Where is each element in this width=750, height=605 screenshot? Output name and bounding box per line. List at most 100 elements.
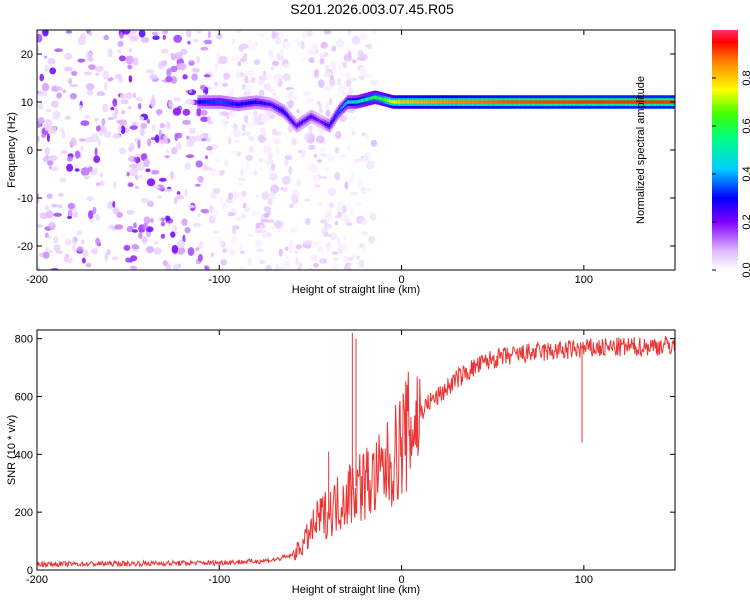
noise-blob <box>175 142 182 150</box>
noise-blob <box>143 158 150 168</box>
ridge-core <box>573 100 576 104</box>
noise-blob <box>297 42 302 47</box>
noise-blob <box>323 86 332 91</box>
noise-blob <box>176 240 185 249</box>
noise-blob <box>159 123 165 129</box>
ridge-core <box>406 100 409 104</box>
ridge-core <box>388 99 391 103</box>
noise-blob <box>53 212 62 217</box>
ridge-core <box>215 100 218 104</box>
ridge-core <box>307 116 310 121</box>
ridge-core <box>502 100 505 104</box>
noise-blob <box>94 65 104 72</box>
ridge-core <box>513 100 516 104</box>
noise-blob <box>210 252 215 258</box>
noise-blob <box>207 30 211 39</box>
noise-blob <box>177 263 182 268</box>
ridge-core <box>479 100 482 104</box>
noise-blob <box>329 75 334 81</box>
ridge-core <box>330 122 333 126</box>
ridge-core <box>637 100 640 104</box>
noise-blob <box>274 220 283 229</box>
noise-blob <box>353 159 359 164</box>
noise-blob <box>126 225 134 233</box>
noise-blob <box>49 67 57 75</box>
noise-blob <box>328 98 333 106</box>
ridge-core <box>460 100 463 104</box>
ridge-core <box>316 117 319 122</box>
noise-blob <box>170 65 178 73</box>
noise-blob <box>317 79 325 89</box>
noise-blob <box>207 115 211 124</box>
noise-blob <box>365 160 375 170</box>
noise-blob <box>331 262 339 270</box>
noise-blob <box>320 146 326 152</box>
ridge-core <box>607 100 609 104</box>
ridge-core <box>332 118 335 122</box>
ridge-core <box>608 100 611 104</box>
noise-blob <box>70 84 79 88</box>
noise-blob <box>112 133 121 139</box>
noise-blob <box>55 250 64 254</box>
ridge-core <box>272 104 275 108</box>
noise-blob <box>358 75 365 81</box>
ridge-core <box>425 100 428 104</box>
noise-blob <box>239 57 247 63</box>
noise-blob <box>50 166 60 172</box>
noise-blob <box>189 127 196 134</box>
ridge-core <box>331 120 334 124</box>
noise-blob <box>236 70 241 77</box>
noise-blob <box>296 109 300 114</box>
noise-blob <box>119 93 127 99</box>
noise-blob <box>318 107 324 114</box>
noise-blob <box>72 243 76 253</box>
ridge-core <box>382 97 385 102</box>
y-tick-label: 20 <box>21 49 33 61</box>
noise-blob <box>368 235 376 244</box>
noise-blob <box>95 72 100 76</box>
ridge-core <box>267 102 270 106</box>
ridge-core <box>476 100 479 104</box>
ridge-core <box>290 118 293 122</box>
ridge-core <box>410 100 413 104</box>
snr-frame <box>36 329 676 571</box>
noise-blob <box>331 64 337 73</box>
ridge-core <box>493 100 496 104</box>
ridge-core <box>638 100 641 104</box>
noise-blob <box>54 48 63 52</box>
noise-blob <box>192 67 200 73</box>
ridge-core <box>655 100 658 104</box>
ridge-core <box>303 119 306 123</box>
ridge-core <box>212 100 215 104</box>
noise-blob <box>198 253 203 262</box>
noise-blob <box>267 152 273 161</box>
noise-blob <box>230 249 236 256</box>
noise-blob <box>348 177 354 183</box>
noise-blob <box>252 43 258 47</box>
noise-blob <box>352 116 357 121</box>
noise-blob <box>147 138 152 147</box>
noise-blob <box>240 250 245 255</box>
noise-blob <box>277 227 282 232</box>
ridge-core <box>448 100 451 104</box>
noise-blob <box>267 88 275 92</box>
noise-blob <box>129 259 133 263</box>
ridge-core <box>470 100 473 104</box>
noise-blob <box>135 97 144 102</box>
noise-blob <box>224 160 229 168</box>
colorbar-gradient <box>712 30 738 270</box>
noise-blob <box>241 123 246 132</box>
noise-blob <box>158 129 162 138</box>
noise-blob <box>43 55 48 59</box>
noise-blob <box>195 135 202 142</box>
colorbar-tick-label: 0.4 <box>741 166 750 181</box>
ridge-core <box>342 104 345 108</box>
noise-blob <box>260 219 270 223</box>
ridge-core <box>251 100 253 105</box>
noise-blob <box>222 82 228 87</box>
noise-blob <box>237 61 242 67</box>
ridge-core <box>286 114 289 118</box>
noise-blob <box>160 48 169 54</box>
noise-blob <box>351 35 361 45</box>
noise-blob <box>243 84 252 93</box>
